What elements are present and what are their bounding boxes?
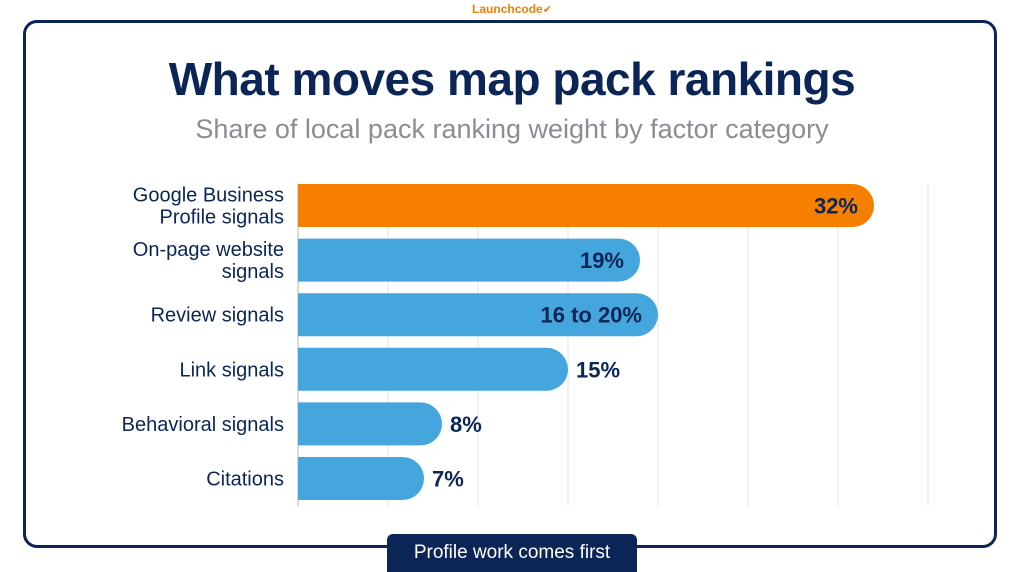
category-label: Link signals bbox=[179, 359, 284, 381]
bar-value-label: 16 to 20% bbox=[541, 303, 643, 328]
bar bbox=[298, 293, 658, 337]
bar bbox=[298, 457, 424, 500]
bar bbox=[298, 347, 568, 391]
bar-value-label: 8% bbox=[450, 412, 482, 437]
brand-check-icon: ✔ bbox=[542, 4, 552, 16]
footer-tag: Profile work comes first bbox=[387, 534, 637, 572]
category-label: Behavioral signals bbox=[122, 414, 284, 436]
bar bbox=[298, 238, 640, 282]
category-label: Profile signals bbox=[159, 207, 284, 229]
bar-value-label: 19% bbox=[580, 248, 624, 273]
bar bbox=[298, 402, 442, 446]
card-frame bbox=[23, 20, 997, 548]
bar-value-label: 15% bbox=[576, 357, 620, 382]
category-label: Review signals bbox=[151, 305, 284, 327]
brand-logo: Launchcode✔ bbox=[0, 2, 1024, 16]
bar bbox=[298, 184, 874, 227]
brand-name: Launchcode bbox=[472, 2, 543, 16]
category-label: Citations bbox=[206, 469, 284, 491]
chart-subtitle: Share of local pack ranking weight by fa… bbox=[195, 114, 829, 144]
category-label: Google Business bbox=[133, 185, 284, 207]
bar-value-label: 7% bbox=[432, 467, 464, 492]
bar-value-label: 32% bbox=[814, 194, 858, 219]
category-label: signals bbox=[222, 261, 284, 283]
chart-title: What moves map pack rankings bbox=[168, 53, 856, 105]
category-label: On-page website bbox=[133, 239, 284, 261]
